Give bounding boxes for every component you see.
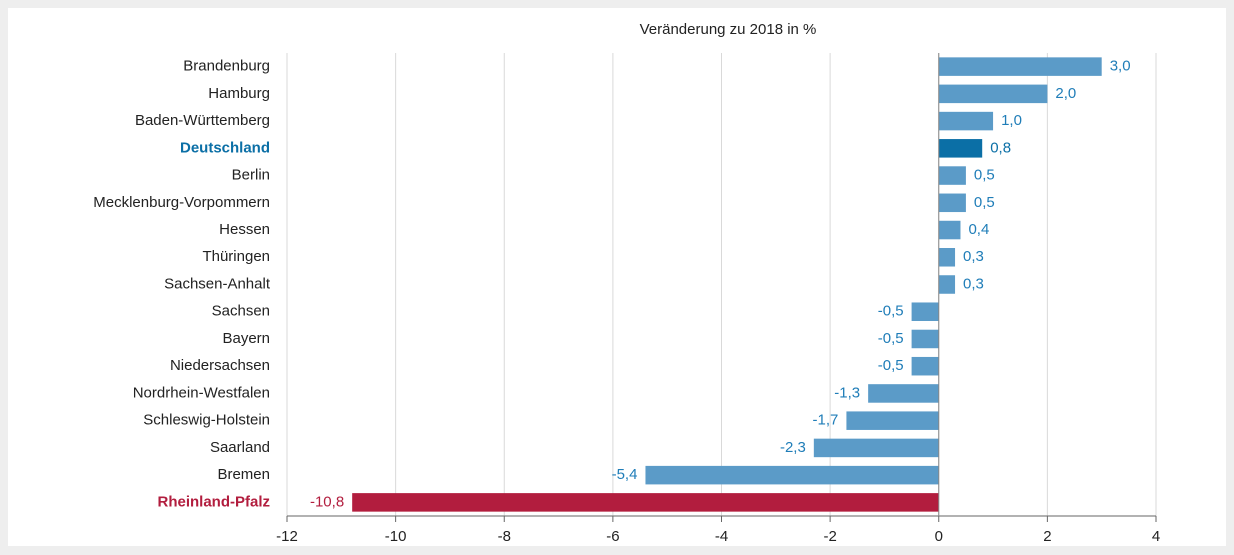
value-label: -0,5 — [878, 303, 904, 320]
x-tick-label: -8 — [498, 528, 511, 545]
category-label: Saarland — [210, 439, 270, 456]
bar — [645, 465, 939, 485]
bar — [813, 438, 939, 458]
bar — [911, 329, 939, 349]
category-label: Bayern — [222, 330, 270, 347]
category-label: Deutschland — [180, 139, 270, 156]
value-label: 0,5 — [974, 194, 995, 211]
category-label: Sachsen-Anhalt — [164, 275, 271, 292]
value-label: 1,0 — [1001, 112, 1022, 129]
bar — [938, 111, 994, 131]
bar — [846, 411, 939, 430]
value-label: -1,7 — [813, 412, 839, 429]
category-label: Niedersachsen — [170, 357, 270, 374]
value-label: 0,4 — [968, 221, 989, 238]
category-label: Bremen — [217, 466, 270, 483]
bar — [911, 356, 939, 376]
bar — [938, 193, 966, 213]
category-label: Rheinland-Pfalz — [157, 493, 270, 510]
category-label: Baden-Württemberg — [135, 112, 270, 129]
bar — [938, 248, 956, 267]
bar — [938, 57, 1102, 76]
value-label: 2,0 — [1055, 85, 1076, 102]
bar — [868, 384, 939, 403]
value-label: -5,4 — [612, 466, 638, 483]
value-label: -0,5 — [878, 357, 904, 374]
category-label: Thüringen — [202, 248, 270, 265]
x-tick-label: -4 — [715, 528, 728, 545]
value-label: -2,3 — [780, 439, 806, 456]
value-label: 0,3 — [963, 248, 984, 265]
x-tick-label: -2 — [823, 528, 836, 545]
value-label: 0,8 — [990, 139, 1011, 156]
category-label: Nordrhein-Westfalen — [133, 384, 270, 401]
x-tick-label: 0 — [935, 528, 943, 545]
value-label: -10,8 — [310, 493, 344, 510]
bar — [938, 220, 961, 240]
bar — [938, 166, 966, 185]
x-tick-label: -10 — [385, 528, 407, 545]
x-tick-label: 2 — [1043, 528, 1051, 545]
value-label: -0,5 — [878, 330, 904, 347]
value-label: 3,0 — [1110, 58, 1131, 75]
value-label: -1,3 — [834, 384, 860, 401]
chart-title: Veränderung zu 2018 in % — [640, 21, 817, 38]
category-label: Sachsen — [212, 303, 270, 320]
category-label: Schleswig-Holstein — [143, 412, 270, 429]
value-label: 0,3 — [963, 275, 984, 292]
category-label: Brandenburg — [183, 58, 270, 75]
bar — [938, 275, 956, 294]
bar — [352, 493, 939, 512]
bar — [938, 139, 983, 158]
x-tick-label: 4 — [1152, 528, 1160, 545]
x-tick-label: -6 — [606, 528, 619, 545]
bar — [911, 302, 939, 321]
category-label: Hessen — [219, 221, 270, 238]
x-tick-label: -12 — [276, 528, 298, 545]
value-label: 0,5 — [974, 167, 995, 184]
category-label: Berlin — [232, 167, 270, 184]
category-label: Mecklenburg-Vorpommern — [93, 194, 270, 211]
bar — [938, 84, 1048, 104]
category-label: Hamburg — [208, 85, 270, 102]
